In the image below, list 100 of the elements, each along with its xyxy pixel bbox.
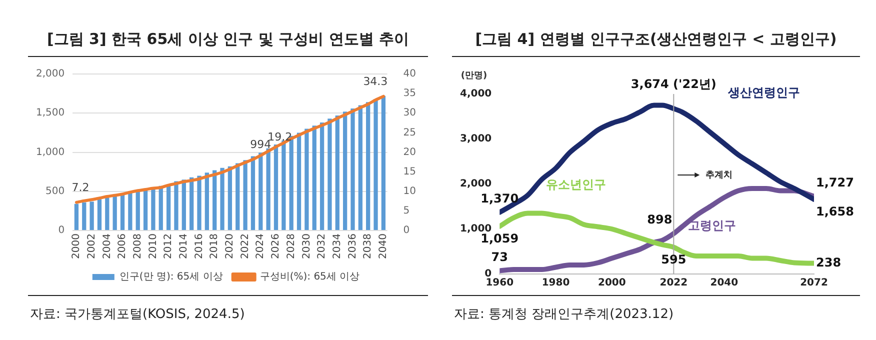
- x-tick-label: 2040: [378, 234, 390, 260]
- data-label: 73: [491, 250, 508, 264]
- legend-label: 인구(만 명): 65세 이상: [119, 272, 223, 283]
- y-tick-label: 4,000: [460, 88, 492, 100]
- line-series: [74, 94, 385, 204]
- bar: [366, 102, 370, 230]
- data-label: 1,658: [816, 204, 854, 219]
- bar: [304, 128, 309, 230]
- x-tick-label: 2010: [148, 234, 159, 260]
- x-tick-label: 2024: [255, 234, 266, 260]
- series-label: 고령인구: [688, 218, 736, 233]
- bar: [82, 202, 86, 230]
- text: 자료: 통계청 장래인구추계(2023.12): [454, 306, 674, 323]
- bar: [212, 170, 217, 230]
- data-label: 7.2: [72, 181, 90, 194]
- bar: [97, 199, 102, 230]
- x-tick-label: 2006: [117, 234, 128, 260]
- x-tick-label: 2014: [178, 234, 190, 260]
- y2-tick-label: 40: [403, 68, 416, 80]
- bar: [220, 168, 224, 230]
- y2-tick-label: 15: [403, 166, 416, 178]
- bar: [266, 148, 270, 230]
- x-tick-label: 2020: [224, 234, 236, 260]
- bar: [74, 204, 79, 230]
- data-label: 1,727: [816, 175, 854, 190]
- x-tick-label: 2038: [362, 234, 374, 260]
- x-tick-label: 2018: [209, 234, 220, 260]
- data-label: 1,370: [480, 191, 519, 206]
- annotation: 추계치: [706, 170, 733, 180]
- bar: [250, 156, 256, 230]
- x-tick-label: 2034: [332, 234, 343, 260]
- x-tick-label: 2030: [301, 234, 312, 260]
- x-tick-label: 1980: [542, 278, 570, 289]
- bar: [243, 160, 248, 230]
- legend-label: 구성비(%): 65세 이상: [260, 272, 360, 283]
- y2-tick-label: 5: [403, 206, 410, 217]
- x-tick-label: 2072: [800, 278, 828, 289]
- y-axis-title: (만명): [460, 70, 488, 81]
- x-tick-label: 2000: [71, 234, 82, 260]
- bar: [296, 132, 302, 230]
- bar: [112, 196, 117, 230]
- bar: [282, 140, 286, 230]
- bar: [381, 96, 386, 230]
- bar: [120, 194, 125, 230]
- y-tick-label: 2,000: [36, 68, 65, 80]
- x-tick-label: 2004: [102, 234, 113, 260]
- bar: [342, 112, 348, 230]
- bar: [174, 181, 178, 230]
- bar: [236, 163, 240, 230]
- bar: [166, 184, 171, 230]
- x-tick-label: 2040: [710, 278, 738, 289]
- bar: [274, 144, 278, 230]
- x-tick-label: 2008: [132, 234, 144, 260]
- x-tick-label: 2022: [240, 234, 251, 260]
- data-label: 898: [647, 212, 672, 227]
- x-tick-label: 1960: [486, 278, 514, 289]
- bar: [90, 202, 94, 230]
- bar: [350, 108, 355, 230]
- data-label: 595: [661, 252, 686, 266]
- bar: [105, 198, 110, 230]
- y-tick-label: 2,000: [460, 178, 492, 190]
- series-label: 유소년인구: [546, 178, 606, 192]
- bar: [158, 186, 163, 230]
- y-tick-label: 1,500: [36, 108, 65, 119]
- y2-tick-label: 35: [403, 88, 416, 100]
- bar: [204, 172, 209, 230]
- bar: [328, 118, 332, 230]
- y2-tick-label: 30: [403, 108, 416, 119]
- x-tick-label: 2012: [163, 234, 174, 260]
- y2-tick-label: 0: [403, 225, 410, 236]
- x-tick-label: 2032: [316, 234, 328, 260]
- bar: [128, 192, 132, 230]
- x-tick-label: 2002: [86, 234, 98, 260]
- bar: [289, 136, 294, 230]
- y-tick-label: 0: [58, 225, 65, 236]
- y2-tick-label: 10: [403, 186, 416, 198]
- bar: [335, 115, 340, 230]
- bar: [197, 176, 202, 230]
- data-label: 34.3: [363, 75, 388, 88]
- y-tick-label: 1,000: [36, 146, 65, 158]
- bar: [374, 99, 378, 230]
- bar: [312, 126, 316, 230]
- bar: [320, 122, 324, 230]
- text: 자료: 국가통계포털(KOSIS, 2024.5): [30, 306, 245, 323]
- bar: [190, 177, 194, 230]
- data-label: 3,674 ('22년): [630, 76, 716, 91]
- chart-title: [그림 3] 한국 65세 이상 인구 및 구성비 연도별 추이: [46, 30, 410, 49]
- x-tick-label: 2000: [598, 278, 626, 289]
- bar: [182, 180, 186, 230]
- y-tick-label: 500: [46, 186, 65, 198]
- x-tick-label: 2022: [660, 278, 688, 289]
- y2-tick-label: 20: [403, 146, 416, 158]
- bar: [258, 152, 263, 230]
- bar: [228, 166, 232, 230]
- y2-tick-label: 25: [403, 127, 416, 138]
- x-tick-label: 2026: [270, 234, 282, 260]
- bar: [143, 189, 148, 230]
- bar: [358, 105, 362, 230]
- x-tick-label: 2028: [286, 234, 297, 260]
- x-tick-label: 2016: [194, 234, 205, 260]
